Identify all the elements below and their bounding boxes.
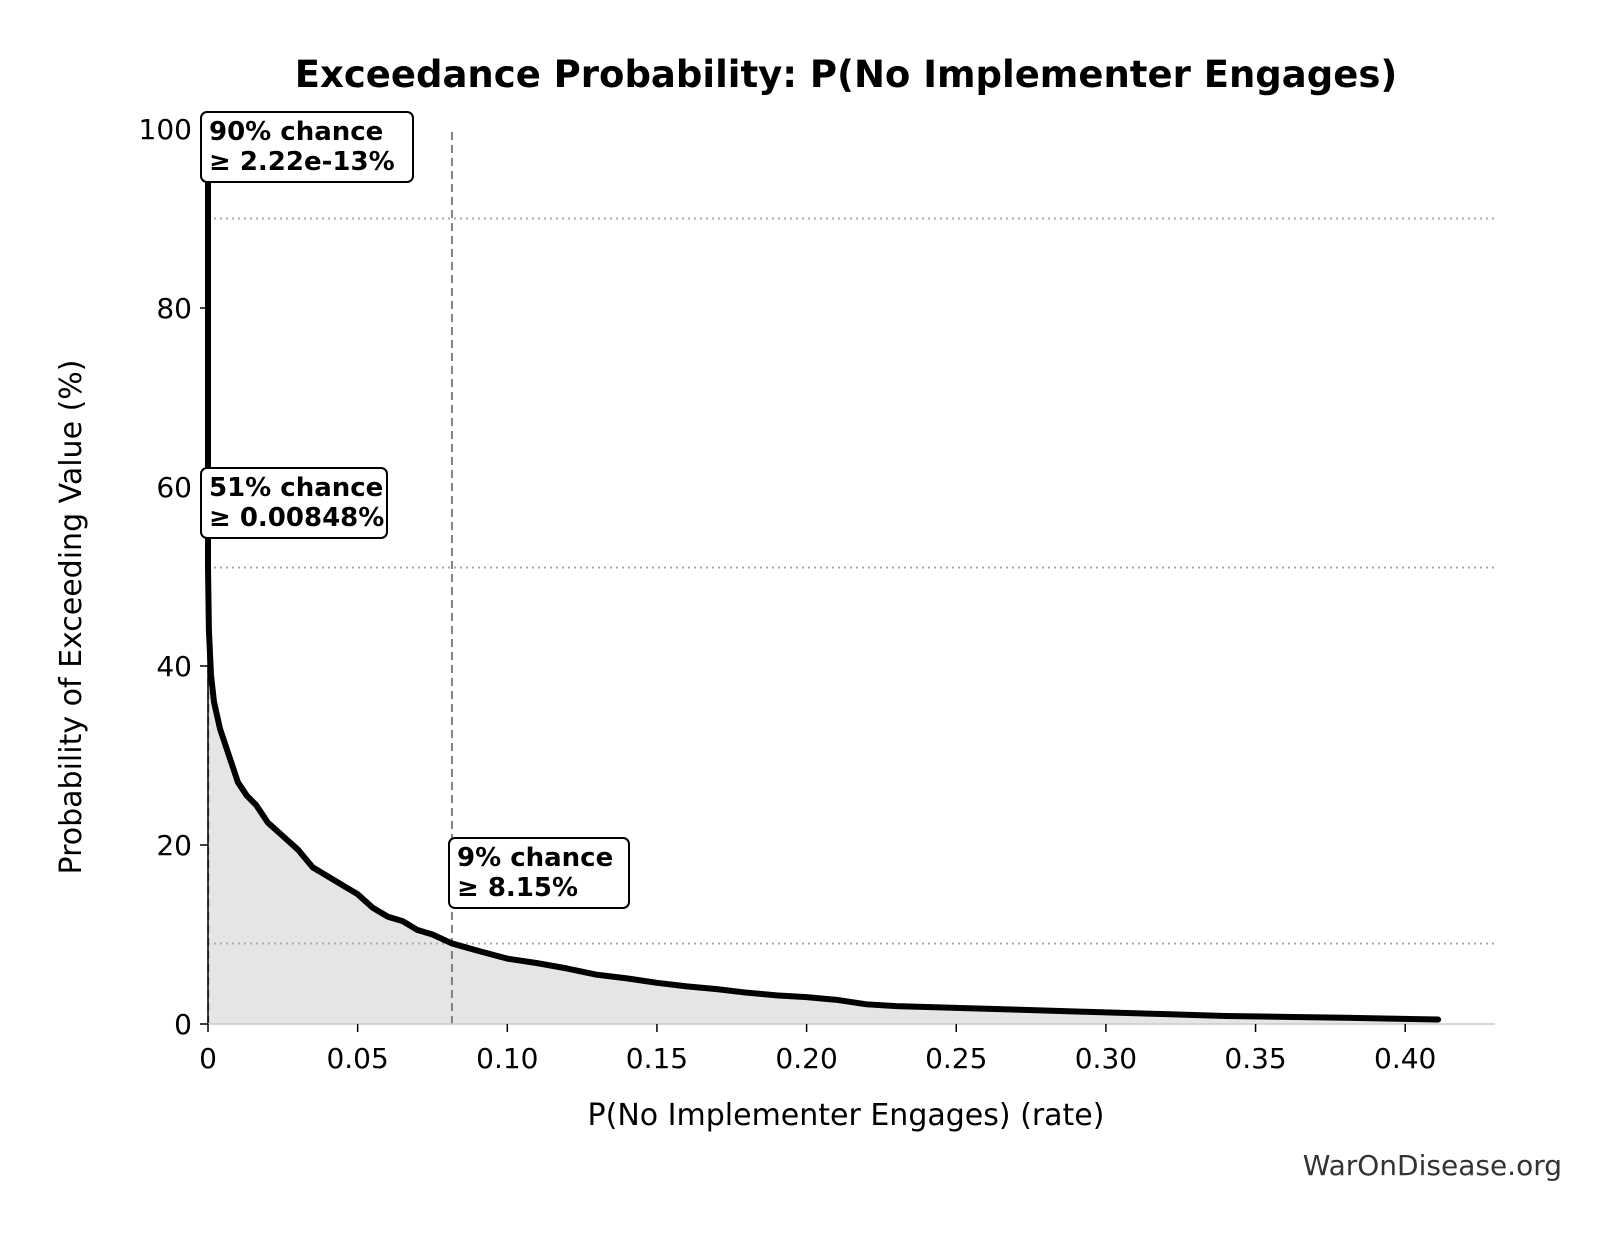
y-tick-label: 20	[156, 829, 192, 862]
plot-area: 0 0.05 0.10 0.15 0.20 0.25 0.30 0.35 0.40 0 20 40 60…	[139, 111, 1495, 1075]
annotation-line-1: 51% chance	[209, 473, 383, 503]
annotation-box	[200, 111, 414, 183]
x-tick-label: 0	[199, 1042, 217, 1075]
annotation-line-1: 9% chance	[457, 843, 613, 873]
annotation-2: 51% chance≥ 0.00848%	[200, 467, 388, 539]
y-tick-label: 80	[156, 292, 192, 325]
x-tick-label: 0.40	[1374, 1042, 1436, 1075]
exceedance-line	[205, 126, 1442, 1023]
y-tick-label: 100	[139, 113, 192, 146]
chart-title: Exceedance Probability: P(No Implementer…	[295, 53, 1398, 96]
annotation-3: 9% chance≥ 8.15%	[448, 837, 630, 909]
annotation-1: 90% chance≥ 2.22e-13%	[200, 111, 414, 183]
annotation-box	[200, 467, 388, 539]
annotation-line-2: ≥ 2.22e-13%	[209, 147, 395, 177]
annotation-box	[448, 837, 630, 909]
x-axis-label: P(No Implementer Engages) (rate)	[588, 1098, 1105, 1133]
area-fill	[208, 129, 1439, 1024]
x-tick-label: 0.20	[775, 1042, 837, 1075]
annotation-line-2: ≥ 0.00848%	[209, 503, 384, 533]
x-tick-label: 0.35	[1224, 1042, 1286, 1075]
y-axis-label: Probability of Exceeding Value (%)	[54, 360, 89, 875]
x-tick-label: 0.30	[1075, 1042, 1137, 1075]
source-credit: WarOnDisease.org	[1303, 1149, 1562, 1182]
x-tick-label: 0.10	[476, 1042, 538, 1075]
x-tick-label: 0.15	[626, 1042, 688, 1075]
x-tick-label: 0.05	[326, 1042, 388, 1075]
y-tick-label: 60	[156, 471, 192, 504]
annotation-line-2: ≥ 8.15%	[457, 873, 578, 903]
y-tick-label: 0	[174, 1008, 192, 1041]
y-tick-label: 40	[156, 650, 192, 683]
x-tick-label: 0.25	[925, 1042, 987, 1075]
annotation-line-1: 90% chance	[209, 117, 383, 147]
